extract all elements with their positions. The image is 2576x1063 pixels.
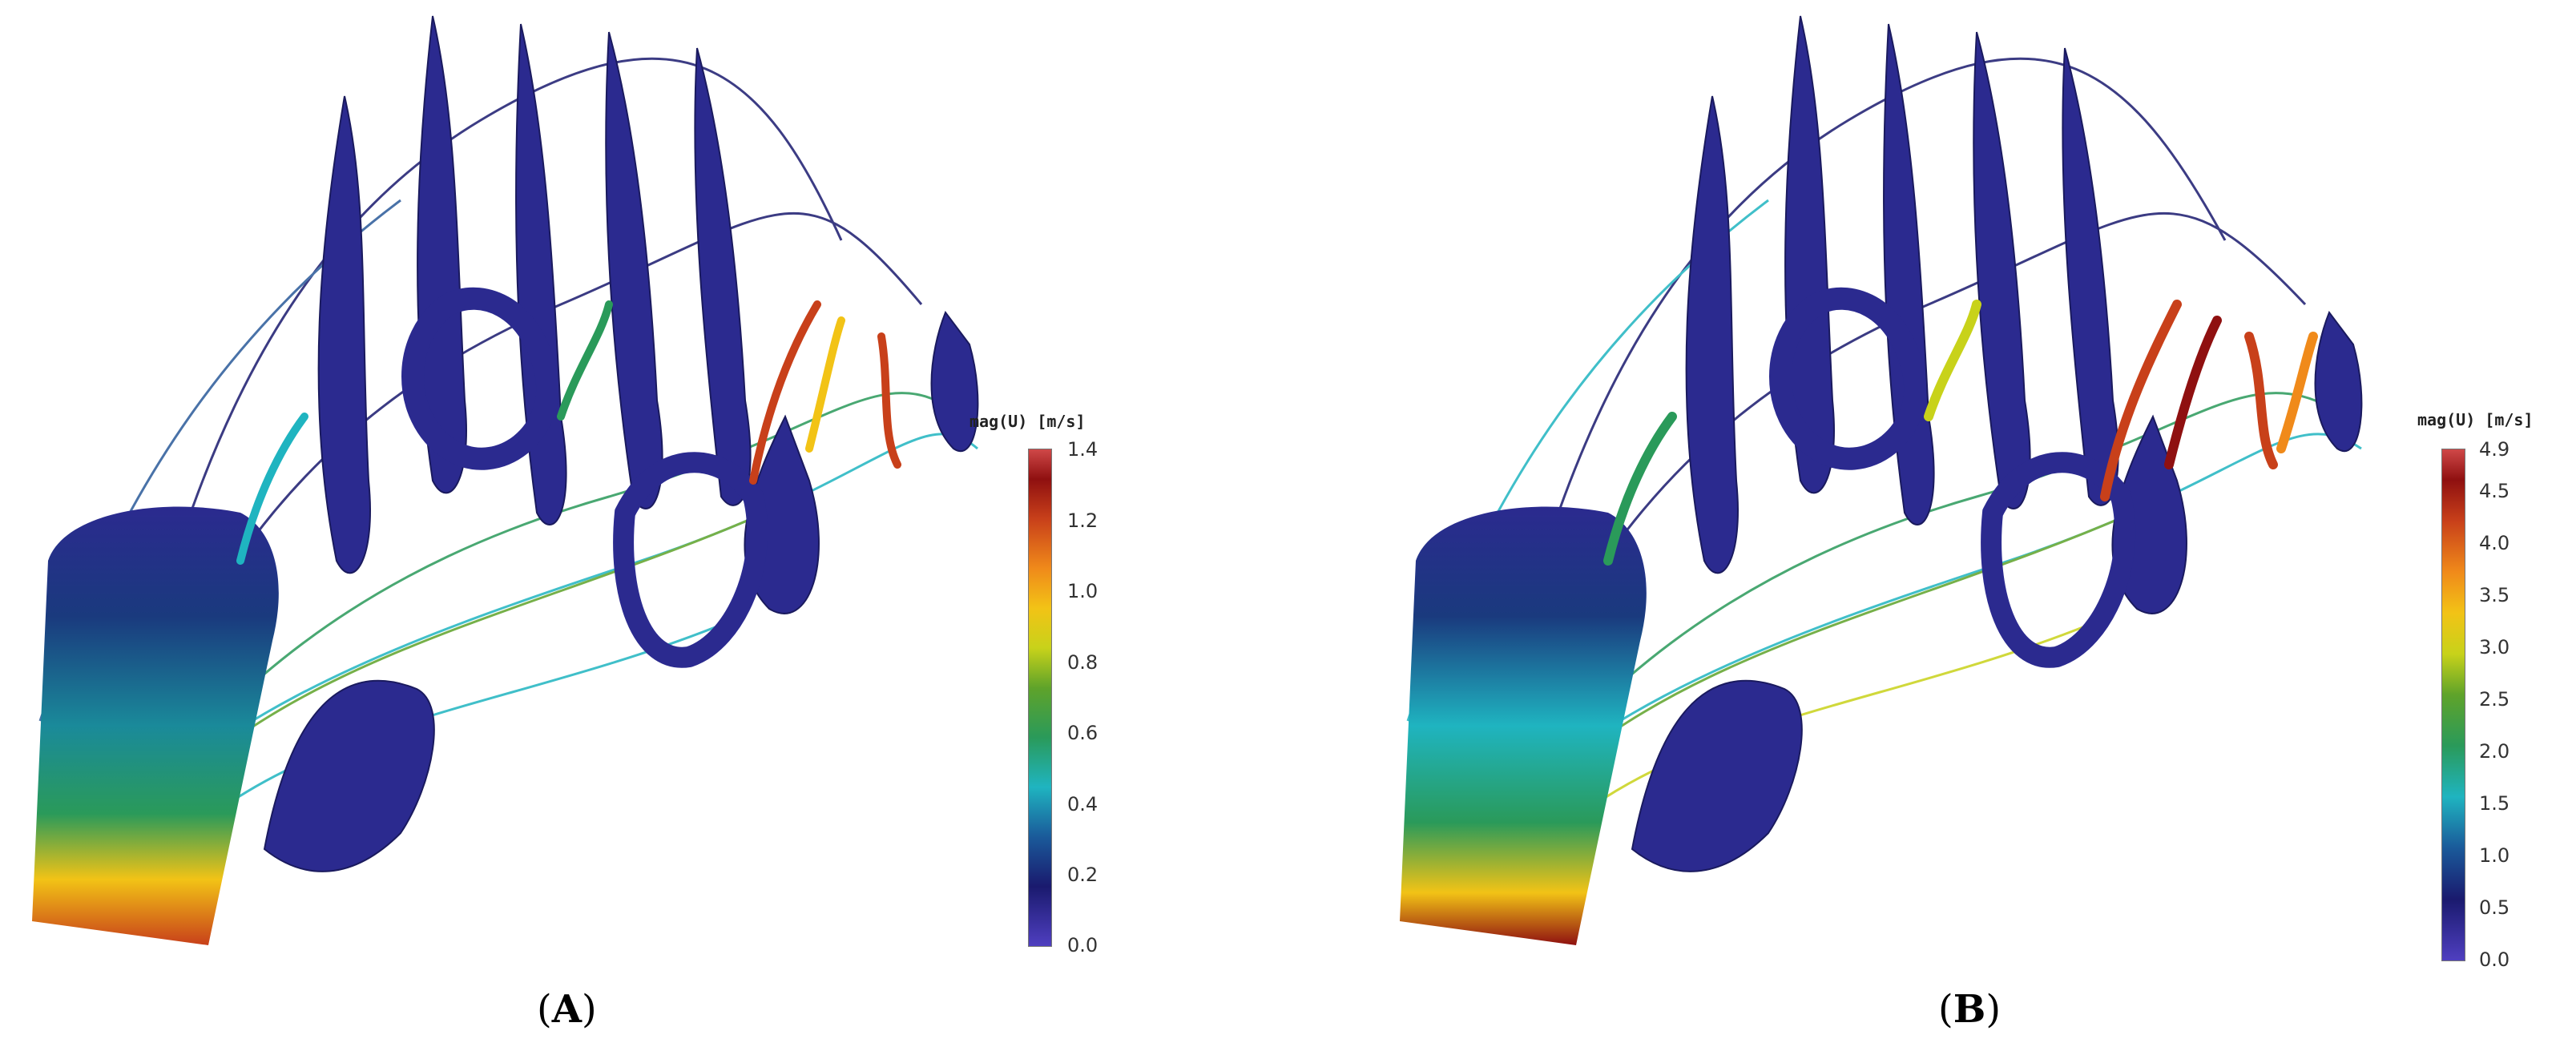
tick-label: 1.4 bbox=[1067, 438, 1099, 461]
tick-label: 3.5 bbox=[2479, 584, 2510, 606]
nasal-inlet-surface-b bbox=[1400, 506, 1647, 945]
panel-b: mag(U) [m/s] 4.9 4.5 4.0 3.5 3.0 2.5 2.0… bbox=[1288, 0, 2575, 1063]
flow-visualization-b bbox=[1400, 15, 2363, 945]
panel-label: (B) bbox=[1938, 987, 2002, 1032]
tick-label: 2.0 bbox=[2479, 740, 2510, 763]
tick-label: 0.0 bbox=[2479, 948, 2510, 971]
tick-label: 2.5 bbox=[2479, 688, 2510, 711]
tick-label: 1.2 bbox=[1067, 509, 1099, 532]
tick-label: 0.8 bbox=[1067, 651, 1099, 674]
panel-a: mag(U) [m/s] 1.4 1.2 1.0 0.8 0.6 0.4 0.2… bbox=[32, 15, 1099, 1032]
flow-visualization-a bbox=[32, 15, 979, 945]
panel-label: (A) bbox=[537, 987, 597, 1032]
tick-label: 3.0 bbox=[2479, 636, 2510, 658]
tick-label: 4.5 bbox=[2479, 480, 2510, 502]
colorbar-title: mag(U) [m/s] bbox=[970, 412, 1086, 431]
colorbar-title: mag(U) [m/s] bbox=[2417, 410, 2534, 429]
tick-label: 0.6 bbox=[1067, 722, 1099, 744]
colorbar bbox=[2441, 449, 2465, 961]
tick-label: 0.0 bbox=[1067, 934, 1099, 956]
tick-label: 1.0 bbox=[1067, 580, 1099, 602]
tick-label: 1.5 bbox=[2479, 792, 2510, 815]
tick-label: 0.4 bbox=[1067, 793, 1099, 815]
nasal-inlet-surface-a bbox=[32, 506, 279, 945]
tick-label: 4.0 bbox=[2479, 532, 2510, 554]
tick-label: 0.2 bbox=[1067, 864, 1099, 886]
tick-label: 1.0 bbox=[2479, 844, 2510, 867]
tick-label: 4.9 bbox=[2479, 438, 2510, 461]
colorbar bbox=[1028, 449, 1052, 947]
tick-label: 0.5 bbox=[2479, 896, 2510, 919]
